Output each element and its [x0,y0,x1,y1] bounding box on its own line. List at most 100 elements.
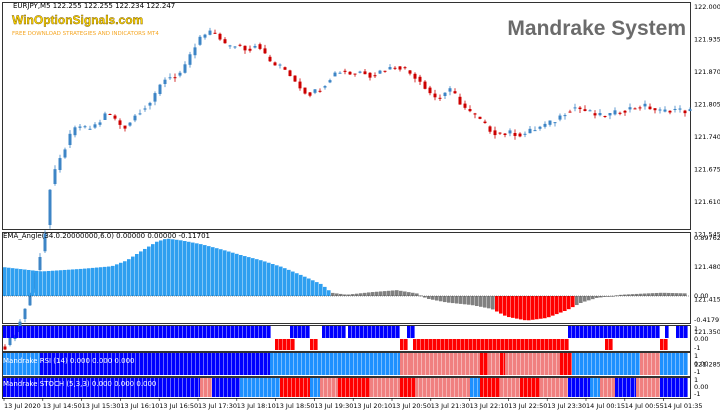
stoch-bar [512,378,516,397]
stoch-bar [415,378,419,397]
stoch-bar [31,378,35,397]
stoch-bar [147,378,151,397]
ema-bar [535,296,539,320]
ema-bar [391,290,395,296]
stoch-label: Mandrake STOCH (5,3,3) 0.000 0.000 0.000 [3,380,156,388]
panel-frame [2,232,691,324]
ema-bar [455,296,459,304]
ema-bar [39,271,43,296]
stoch-bar [532,378,536,397]
candle-body [98,122,102,125]
signal-bar-indicator: 1 0.00-1 [3,325,708,352]
signal-bar-up [151,326,155,338]
ema-bar [343,294,347,296]
rsi-bar [212,353,216,375]
ema-bar [435,296,439,301]
stoch-bar [107,378,111,397]
time-tick-label: 13 Jul 20:10 [353,402,392,410]
signal-bar-up [79,326,83,338]
stoch-bar [224,378,228,397]
rsi-bar [196,353,200,375]
candle-body [508,130,512,134]
ema-bar [679,293,683,296]
ema-bar [619,294,623,296]
stoch-bar [598,378,602,397]
ema-bar [667,292,671,296]
rsi-bar [358,353,362,375]
rsi-bar [48,353,52,375]
stoch-bar [19,378,23,397]
candle-body [363,71,367,75]
candle-body [573,107,577,109]
rsi-bar [386,353,390,375]
signal-bar-up [680,326,684,338]
signal-bar-down [314,339,318,350]
rsi-bar [668,353,672,375]
candle-body [273,62,277,66]
ema-bar [363,292,367,296]
rsi-bar [505,353,509,375]
rsi-bar [72,353,76,375]
stoch-bar [292,378,296,397]
signal-bar-up [580,326,584,338]
ema-bar [207,246,211,296]
signal-bar-up [592,326,596,338]
signal-bar-up [59,326,63,338]
ema-bar [427,296,431,299]
signal-bar-down [465,339,469,350]
stoch-bar [382,378,386,397]
ema-bar [683,293,687,296]
candle-body [133,115,137,121]
ema-bar [551,296,555,316]
ema-bar [511,296,515,318]
rsi-bar [19,353,23,375]
stoch-bar [63,378,67,397]
candle-body [608,113,612,116]
price-tick-label: 121.805 [694,101,720,109]
ema-bar [367,292,371,296]
stoch-bar [346,378,350,397]
signal-bar-up [388,326,392,338]
stoch-bar [163,378,167,397]
ema-bar [507,296,511,318]
stoch-bar [320,378,324,397]
signal-bar-up [364,326,368,338]
signal-bar-up [259,326,263,338]
stoch-bar [478,378,482,397]
candle-body [568,111,572,113]
signal-bar-up [267,326,271,338]
rsi-bar [188,353,192,375]
ema-bar [87,268,91,296]
signal-bar-up [123,326,127,338]
stoch-bar [443,378,447,397]
rsi-bar [310,353,314,375]
ema-bar [95,267,99,296]
candle-body [583,109,587,111]
ema-bar [19,269,23,296]
rsi-bar [92,353,96,375]
signal-bar-up [624,326,628,338]
candle-body [138,113,142,115]
signal-bar-down [489,339,493,350]
rsi-bar [334,353,338,375]
candle-body [623,110,627,113]
stoch-bar [216,378,220,397]
rsi-bar [248,353,252,375]
rsi-bar [264,353,268,375]
rsi-bar [560,353,564,375]
stoch-bar [83,378,87,397]
stoch-bar [195,378,199,397]
signal-bar-up [155,326,159,338]
ema-bar [635,293,639,296]
ema-bar [671,293,675,296]
rsi-bar [509,353,513,375]
ema-bar [3,267,7,296]
time-tick-label: 13 Jul 15:30 [82,402,121,410]
rsi-bar [278,353,282,375]
rsi-bar [442,353,446,375]
ema-bar [159,240,163,296]
ema-bar [479,296,483,307]
candle-body [493,130,497,136]
stoch-bar [394,378,398,397]
